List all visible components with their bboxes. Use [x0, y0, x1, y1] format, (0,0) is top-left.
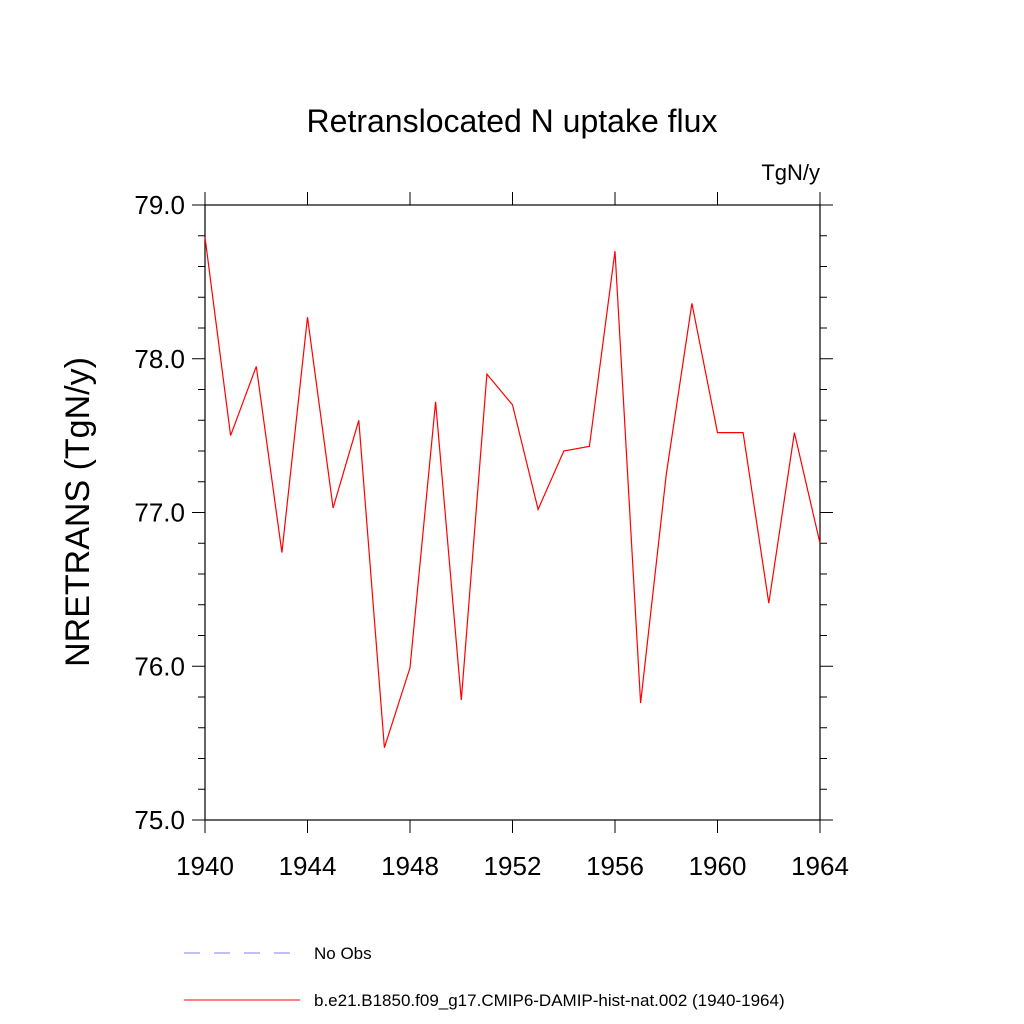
y-tick-label: 79.0 [134, 190, 185, 220]
y-tick-label: 75.0 [134, 805, 185, 835]
y-tick-label: 77.0 [134, 498, 185, 528]
x-tick-label: 1960 [689, 851, 747, 881]
series-line [204, 237, 821, 748]
units-label: TgN/y [761, 160, 820, 185]
legend-label: b.e21.B1850.f09_g17.CMIP6-DAMIP-hist-nat… [314, 991, 785, 1010]
x-tick-label: 1944 [279, 851, 337, 881]
legend: No Obs b.e21.B1850.f09_g17.CMIP6-DAMIP-hi… [184, 944, 785, 1010]
y-axis-label: NRETRANS (TgN/y) [59, 357, 97, 667]
y-tick-label: 76.0 [134, 651, 185, 681]
y-tick-label: 78.0 [134, 344, 185, 374]
x-tick-label: 1948 [381, 851, 439, 881]
plot-frame [204, 204, 821, 821]
plot-area: 75.0 76.0 77.0 78.0 79.0 1940 1944 1948 1952 1956… [134, 190, 849, 881]
x-tick-label: 1964 [791, 851, 849, 881]
x-tick-label: 1956 [586, 851, 644, 881]
chart-title: Retranslocated N uptake flux [307, 103, 718, 139]
x-tick-label: 1940 [176, 851, 234, 881]
legend-label: No Obs [314, 944, 372, 963]
x-tick-label: 1952 [484, 851, 542, 881]
